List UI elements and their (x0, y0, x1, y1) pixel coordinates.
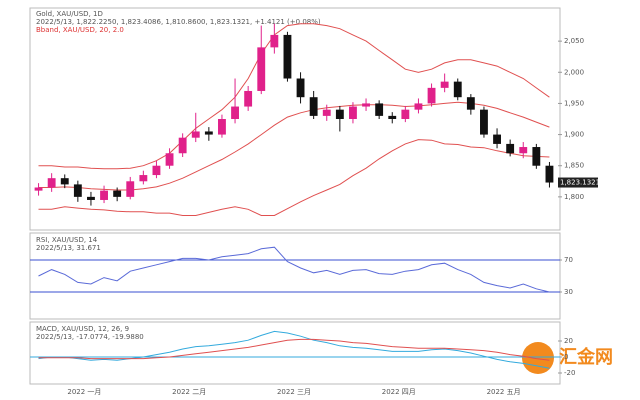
candle-body (309, 97, 318, 116)
panel-subtitle: 2022/5/13, -17.0774, -19.9880 (36, 333, 144, 341)
candle-body (362, 103, 370, 107)
last-price-tag (558, 177, 598, 188)
y-tick-label: 1,900 (564, 131, 584, 139)
candle-body (113, 190, 122, 197)
logo (522, 342, 554, 374)
last-price-label: 1,823.1321 (560, 179, 600, 187)
legend-text: Bband, XAU/USD, 20, 2.0 (36, 26, 124, 34)
candle-body (152, 165, 161, 176)
y-tick-label: 70 (564, 256, 573, 264)
candle-body (414, 103, 423, 110)
candle-body (178, 137, 187, 154)
candle-body (466, 97, 475, 110)
y-tick-label: 1,950 (564, 99, 584, 107)
candle-body (283, 34, 292, 79)
y-tick-label: 2,000 (564, 68, 584, 76)
candle-body (257, 47, 266, 91)
y-tick-label: 30 (564, 288, 573, 296)
y-tick-label: 1,800 (564, 193, 584, 201)
y-tick-label: 20 (564, 337, 573, 345)
candle-body (87, 196, 95, 200)
candle-body (73, 184, 82, 197)
candle-body (519, 147, 528, 154)
candle-body (545, 165, 554, 183)
panel-subtitle: 2022/5/13, 1,822.2250, 1,823.4086, 1,810… (36, 18, 321, 26)
y-tick-label: 1,850 (564, 162, 584, 170)
candle-body (100, 190, 108, 200)
candle-body (493, 134, 501, 144)
x-tick-label: 2022 二月 (172, 388, 206, 396)
candle-body (270, 34, 279, 48)
candle-body (506, 143, 515, 154)
panel-title: MACD, XAU/USD, 12, 26, 9 (36, 325, 129, 333)
candle-body (427, 87, 436, 104)
candle-body (532, 147, 541, 166)
panel-subtitle: 2022/5/13, 31.671 (36, 244, 101, 252)
candle-body (349, 106, 357, 119)
series-line (38, 330, 550, 369)
series-line (38, 139, 550, 216)
x-tick-label: 2022 五月 (487, 388, 521, 396)
candle-body (191, 131, 200, 138)
candle-body (453, 81, 462, 98)
candle-body (165, 153, 174, 166)
macd-panel (29, 321, 561, 385)
series-line (38, 101, 550, 191)
panel-title: RSI, XAU/USD, 14 (36, 236, 98, 244)
series-line (38, 246, 550, 293)
candle-body (375, 103, 384, 116)
candle-body (440, 81, 449, 88)
candle-body (388, 115, 397, 119)
series-line (38, 338, 550, 361)
candle-body (47, 178, 56, 188)
y-tick-label: 2,050 (564, 37, 584, 45)
x-tick-label: 2022 四月 (382, 388, 416, 396)
main-panel (29, 7, 561, 231)
candle-body (322, 109, 331, 116)
candle-body (218, 119, 226, 135)
x-tick-label: 2022 一月 (67, 388, 101, 396)
y-tick-label: 0 (564, 353, 568, 361)
candle-body (34, 187, 43, 191)
panel-title: Gold, XAU/USD, 1D (36, 10, 103, 18)
candle-body (126, 181, 135, 197)
candle-body (296, 78, 305, 98)
y-tick-label: -20 (564, 369, 575, 377)
rsi-panel (29, 232, 561, 320)
series-line (38, 23, 550, 170)
candle-body (480, 109, 488, 135)
candle-body (244, 90, 253, 107)
candle-body (60, 178, 69, 185)
candle-body (204, 131, 213, 135)
candle-body (401, 109, 410, 119)
candle-body (139, 175, 148, 182)
watermark: 汇金网 (559, 346, 613, 368)
candle-body (335, 109, 344, 119)
x-tick-label: 2022 三月 (277, 388, 311, 396)
candle-body (231, 106, 239, 119)
